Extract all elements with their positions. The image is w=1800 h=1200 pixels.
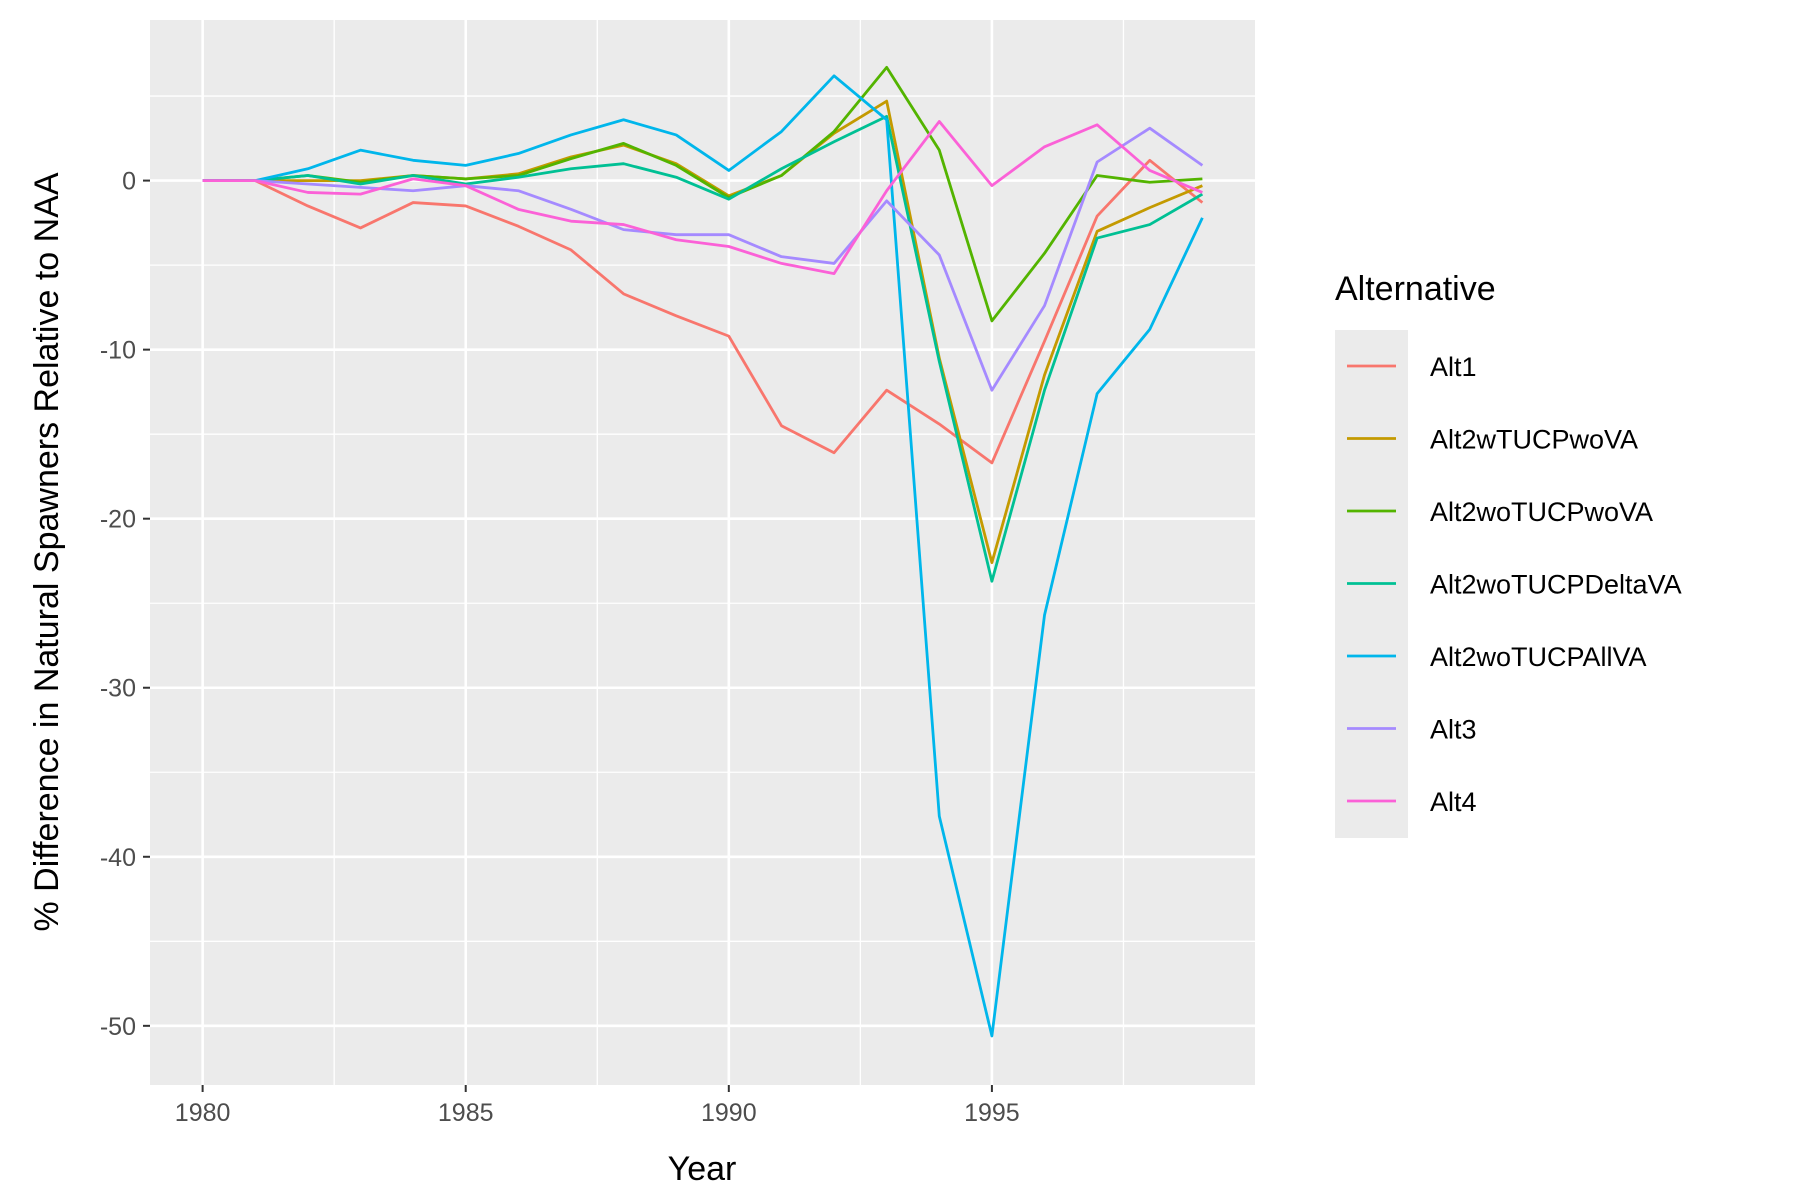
minor-gridlines xyxy=(150,20,1255,1085)
y-tick-label: 0 xyxy=(122,168,136,196)
y-axis-ticks: 0 -10 -20 -30 -40 -50 xyxy=(100,168,150,1041)
x-tick-label: 1990 xyxy=(701,1099,757,1127)
x-tick-label: 1980 xyxy=(175,1099,231,1127)
series-line-Alt1 xyxy=(202,158,1204,465)
x-tick-label: 1995 xyxy=(964,1099,1020,1127)
legend-label-Alt2woTUCPAllVA: Alt2woTUCPAllVA xyxy=(1430,642,1647,672)
legend-label-Alt4: Alt4 xyxy=(1430,787,1477,817)
x-axis-ticks: 1980 1985 1990 1995 xyxy=(175,1085,1020,1127)
y-axis-title: % Difference in Natural Spawners Relativ… xyxy=(28,172,66,931)
series-line-Alt2woTUCPDeltaVA xyxy=(202,114,1204,583)
x-axis-title: Year xyxy=(668,1150,737,1188)
legend-label-Alt2wTUCPwoVA: Alt2wTUCPwoVA xyxy=(1430,425,1638,455)
legend: Alternative Alt1 Alt2wTUCPwoVA Alt2woTUCPw… xyxy=(1335,270,1682,838)
y-tick-label: -20 xyxy=(100,506,136,534)
legend-title: Alternative xyxy=(1335,270,1496,308)
series-line-Alt4 xyxy=(202,120,1203,275)
y-tick-label: -40 xyxy=(100,844,136,872)
legend-label-Alt1: Alt1 xyxy=(1430,352,1477,382)
y-tick-label: -50 xyxy=(100,1013,136,1041)
series-line-Alt2woTUCPAllVA xyxy=(202,74,1204,1038)
series-line-Alt3 xyxy=(202,126,1204,392)
series-lines xyxy=(202,65,1204,1038)
y-tick-label: -30 xyxy=(100,675,136,703)
y-tick-label: -10 xyxy=(100,337,136,365)
legend-label-Alt3: Alt3 xyxy=(1430,715,1477,745)
legend-label-Alt2woTUCPwoVA: Alt2woTUCPwoVA xyxy=(1430,497,1653,527)
legend-label-Alt2woTUCPDeltaVA: Alt2woTUCPDeltaVA xyxy=(1430,570,1682,600)
x-tick-label: 1985 xyxy=(438,1099,494,1127)
